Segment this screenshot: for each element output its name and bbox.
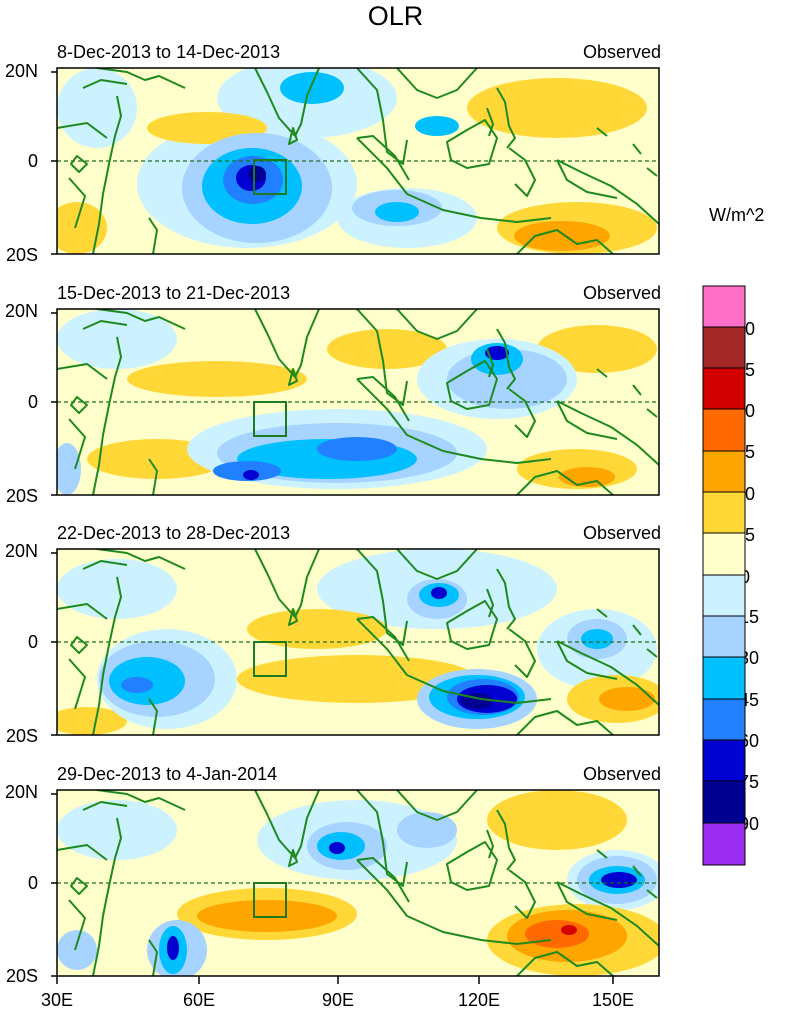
cb-swatch-13 — [703, 823, 745, 865]
cb-swatch-5 — [703, 492, 745, 533]
cb-swatch-7 — [703, 575, 745, 616]
cb-swatch-4 — [703, 451, 745, 492]
p3-ytick-20s: 20S — [5, 726, 38, 746]
cb-swatch-1 — [703, 327, 745, 368]
p1-ytick-0: 0 — [27, 151, 38, 171]
p2-ytick-0: 0 — [27, 392, 38, 412]
figure-title: OLR — [367, 1, 424, 31]
tick-marks — [51, 71, 614, 984]
p1-ytick-20n: 20N — [4, 61, 38, 81]
units-label: W/m^2 — [709, 205, 765, 225]
cb-swatch-11 — [703, 740, 745, 781]
panel1-label: Observed — [582, 42, 661, 62]
cb-swatch-9 — [703, 657, 745, 699]
cb-swatch-3 — [703, 409, 745, 451]
cb-swatch-0 — [703, 286, 745, 327]
p4-ytick-20n: 20N — [4, 782, 38, 802]
xtick-30e: 30E — [40, 990, 74, 1010]
p2-ytick-20n: 20N — [4, 301, 38, 321]
panel3-map — [56, 548, 660, 736]
cb-swatch-8 — [703, 616, 745, 657]
p3-ytick-20n: 20N — [4, 541, 38, 561]
p3-ytick-0: 0 — [27, 632, 38, 652]
panel2-map — [56, 308, 660, 496]
xtick-120e: 120E — [457, 990, 501, 1010]
p4-ytick-20s: 20S — [5, 966, 38, 986]
panel1-period: 8-Dec-2013 to 14-Dec-2013 — [57, 42, 281, 62]
colorbar — [702, 285, 746, 866]
panel3-label: Observed — [582, 523, 661, 543]
panel4-period: 29-Dec-2013 to 4-Jan-2014 — [57, 764, 278, 784]
p1-ytick-20s: 20S — [5, 245, 38, 265]
panel4-map — [56, 789, 660, 977]
xtick-60e: 60E — [182, 990, 216, 1010]
cb-swatch-2 — [703, 368, 745, 409]
cb-swatch-6 — [703, 533, 745, 575]
panel1-map — [56, 67, 660, 255]
panel4-label: Observed — [582, 764, 661, 784]
xtick-90e: 90E — [321, 990, 355, 1010]
panel2-period: 15-Dec-2013 to 21-Dec-2013 — [57, 283, 291, 303]
cb-swatch-10 — [703, 699, 745, 740]
xtick-150e: 150E — [591, 990, 635, 1010]
panel2-label: Observed — [582, 283, 661, 303]
p4-ytick-0: 0 — [27, 873, 38, 893]
p2-ytick-20s: 20S — [5, 486, 38, 506]
cb-swatch-12 — [703, 781, 745, 823]
panel3-period: 22-Dec-2013 to 28-Dec-2013 — [57, 523, 291, 543]
